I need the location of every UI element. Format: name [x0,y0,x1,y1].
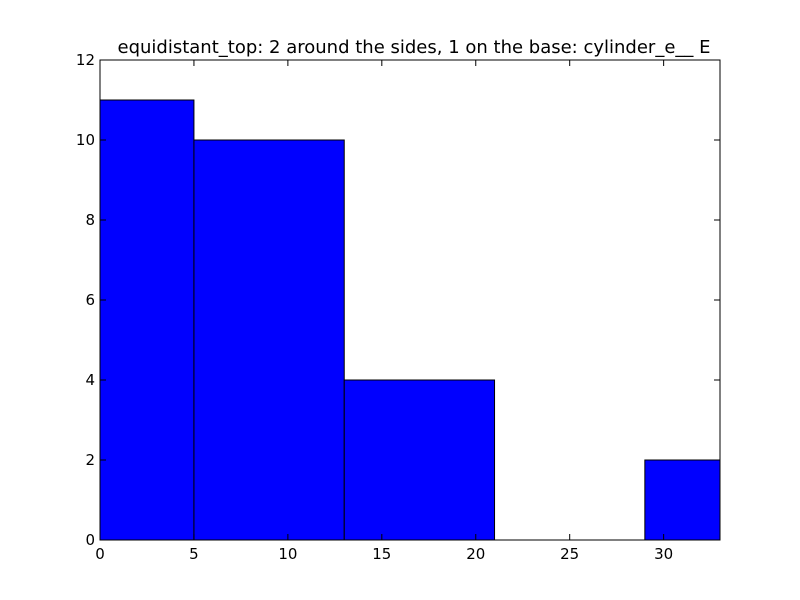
ticks-group: 0 5 10 15 20 25 30 0 2 4 6 8 10 12 [76,51,720,563]
x-tick-label: 30 [654,545,673,563]
bars-group [99,99,721,541]
x-tick-label: 0 [95,545,105,563]
y-tick-label: 8 [85,211,95,229]
y-tick-label: 12 [76,51,95,69]
y-tick-label: 6 [85,291,95,309]
histogram-bar-1 [193,139,345,541]
x-tick-label: 20 [466,545,485,563]
histogram-bar-2 [343,379,496,541]
x-tick-label: 5 [189,545,199,563]
y-tick-label: 4 [85,371,95,389]
x-tick-label: 15 [372,545,391,563]
x-tick-label: 25 [560,545,579,563]
y-tick-label: 2 [85,451,95,469]
plot-frame [99,59,721,541]
x-tick-label: 10 [278,545,297,563]
histogram-bar-0 [99,99,195,541]
y-tick-label: 0 [85,531,95,549]
chart-title: equidistant_top: 2 around the sides, 1 o… [118,37,711,58]
y-tick-label: 10 [76,131,95,149]
histogram-bar-4 [644,459,721,541]
